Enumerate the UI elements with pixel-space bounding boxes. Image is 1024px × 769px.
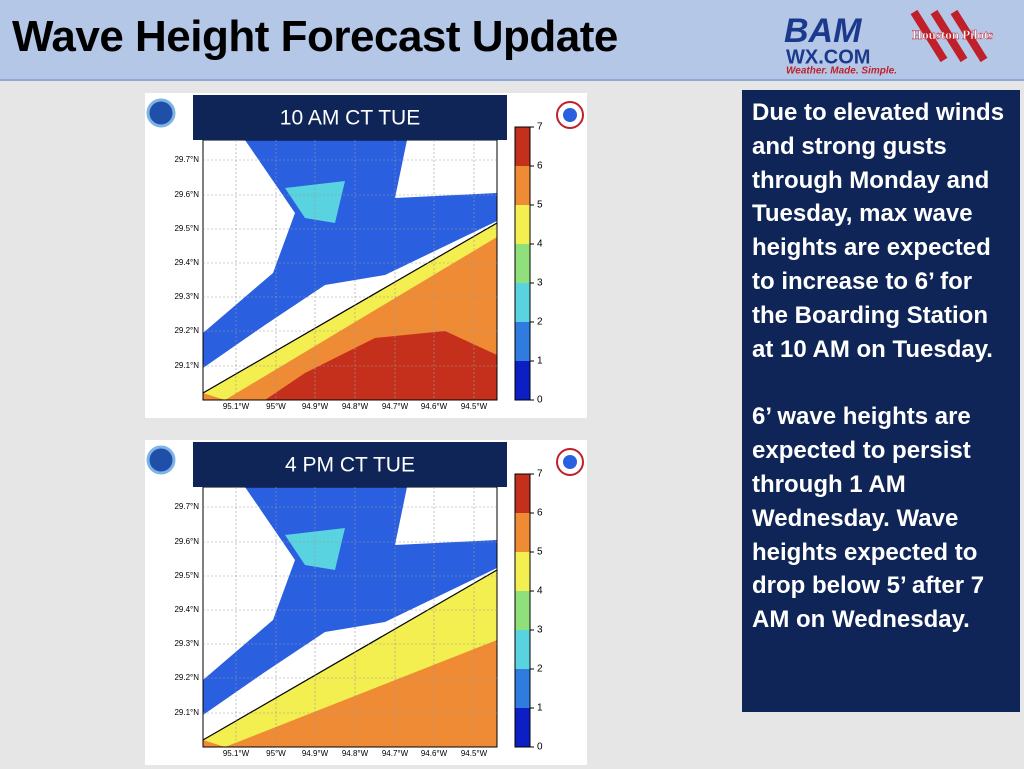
lat-label: 29.6°N	[174, 190, 199, 199]
pilots-emblem	[910, 9, 988, 63]
logo-domain: WX.COM	[786, 46, 870, 68]
colorbar-band	[515, 283, 530, 322]
coastline	[202, 222, 498, 394]
lat-label: 29.4°N	[174, 605, 199, 614]
header: Wave Height Forecast Update BAM WX.COM W…	[0, 0, 1024, 81]
lon-label: 95°W	[266, 749, 286, 758]
colorbar-label: 3	[537, 278, 543, 289]
lon-label: 95.1°W	[223, 749, 250, 758]
lon-label: 94.9°W	[302, 749, 329, 758]
note-paragraph: Due to elevated winds and strong gusts t…	[752, 99, 1005, 363]
lat-label: 29.4°N	[174, 258, 199, 267]
nws-logo-inner	[563, 455, 577, 469]
colorbar-frame	[514, 126, 531, 401]
title: Wave Height Forecast Update	[12, 12, 618, 61]
lat-label: 29.3°N	[174, 639, 199, 648]
coastal-strip	[203, 223, 497, 400]
panel-label: 10 AM CT TUE	[280, 107, 420, 130]
lat-label: 29.5°N	[174, 224, 199, 233]
colorbar-band	[515, 166, 530, 205]
colorbar-band	[515, 205, 530, 244]
colorbar-frame	[514, 473, 531, 748]
lon-label: 94.5°W	[461, 749, 488, 758]
bay-water	[203, 140, 497, 368]
colorbar-band	[515, 708, 530, 747]
colorbar-label: 4	[537, 239, 543, 250]
colorbar-label: 4	[537, 586, 543, 597]
colorbar-band	[515, 127, 530, 166]
panel-label: 4 PM CT TUE	[285, 454, 415, 477]
note-paragraph: 6’ wave heights are expected to persist …	[752, 403, 985, 634]
logos: BAM WX.COM Weather. Made. Simple. Housto…	[784, 9, 993, 77]
lon-label: 94.6°W	[421, 749, 448, 758]
colorbar-label: 7	[537, 122, 543, 133]
coastal-strip	[203, 570, 497, 747]
noaa-logo	[146, 98, 176, 128]
colorbar-band	[515, 591, 530, 630]
nws-logo-inner	[563, 108, 577, 122]
high-waves	[265, 331, 497, 400]
lat-label: 29.2°N	[174, 673, 199, 682]
logo-partner: Houston Pilots	[912, 27, 993, 42]
colorbar-band	[515, 630, 530, 669]
colorbar-label: 2	[537, 317, 543, 328]
colorbar-band	[515, 669, 530, 708]
colorbar-band	[515, 244, 530, 283]
lat-label: 29.1°N	[174, 708, 199, 717]
colorbar-label: 1	[537, 356, 543, 367]
lon-label: 94.9°W	[302, 402, 329, 411]
lat-label: 29.7°N	[174, 502, 199, 511]
lon-label: 94.8°W	[342, 749, 369, 758]
lat-label: 29.1°N	[174, 361, 199, 370]
bay-water	[203, 487, 497, 715]
colorbar-label: 6	[537, 161, 543, 172]
colorbar-label: 0	[537, 742, 543, 753]
logo-tagline: Weather. Made. Simple.	[786, 66, 897, 77]
colorbar-label: 7	[537, 469, 543, 480]
lat-label: 29.3°N	[174, 292, 199, 301]
lat-label: 29.6°N	[174, 537, 199, 546]
lon-label: 94.8°W	[342, 402, 369, 411]
lon-label: 94.7°W	[382, 402, 409, 411]
colorbar-label: 5	[537, 200, 543, 211]
label-box	[193, 95, 507, 140]
label-box	[193, 442, 507, 487]
map-panel: 29.7°N 29.6°N 29.5°N 29.4°N 29.3°N 29.2°N 29.1…	[145, 93, 587, 418]
colorbar-band	[515, 361, 530, 400]
colorbar-band	[515, 322, 530, 361]
lon-label: 95.1°W	[223, 402, 250, 411]
colorbar-band	[515, 474, 530, 513]
colorbar-band	[515, 552, 530, 591]
colorbar-label: 5	[537, 547, 543, 558]
logo-brand: BAM	[784, 12, 862, 50]
noaa-logo	[146, 445, 176, 475]
lat-label: 29.5°N	[174, 571, 199, 580]
colorbar-band	[515, 513, 530, 552]
lat-label: 29.2°N	[174, 326, 199, 335]
lon-label: 95°W	[266, 402, 286, 411]
colorbar-label: 3	[537, 625, 543, 636]
colorbar-label: 2	[537, 664, 543, 675]
map-panel: 29.7°N 29.6°N 29.5°N 29.4°N 29.3°N 29.2°N 29.1…	[145, 440, 587, 765]
lat-label: 29.7°N	[174, 155, 199, 164]
note-box: Due to elevated winds and strong gusts t…	[742, 90, 1020, 712]
colorbar-label: 0	[537, 395, 543, 406]
lon-label: 94.5°W	[461, 402, 488, 411]
colorbar-label: 1	[537, 703, 543, 714]
colorbar-label: 6	[537, 508, 543, 519]
coastline	[202, 569, 498, 741]
lon-label: 94.6°W	[421, 402, 448, 411]
lon-label: 94.7°W	[382, 749, 409, 758]
